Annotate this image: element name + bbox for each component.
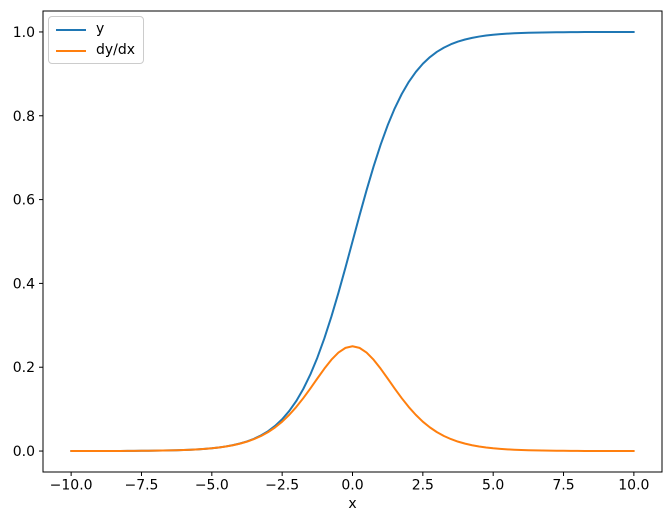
- legend-line-sample-dy-dx: [56, 49, 86, 52]
- x-tick-label: 0.0: [341, 478, 363, 494]
- y-tick-label: 0.8: [13, 109, 35, 125]
- x-tick-label: −7.5: [124, 478, 158, 494]
- legend-line-sample-y: [56, 28, 86, 31]
- x-tick-label: −5.0: [195, 478, 229, 494]
- x-tick-label: 7.5: [552, 478, 574, 494]
- legend-label-dy-dx: dy/dx: [96, 41, 136, 58]
- x-tick-label: −10.0: [50, 478, 93, 494]
- legend-label-y: y: [96, 20, 105, 37]
- x-tick-label: 10.0: [618, 478, 649, 494]
- y-tick-label: 1.0: [13, 25, 35, 41]
- x-tick-label: 5.0: [482, 478, 504, 494]
- x-tick-label: −2.5: [265, 478, 299, 494]
- legend: y dy/dx: [48, 16, 145, 64]
- series-line-dy-dx: [70, 345, 635, 453]
- legend-item-y: y: [56, 21, 135, 38]
- y-tick-label: 0.0: [13, 444, 35, 460]
- y-tick-label: 0.4: [13, 276, 35, 292]
- y-tick-label: 0.2: [13, 360, 35, 376]
- x-axis-label: x: [348, 496, 357, 512]
- y-tick-label: 0.6: [13, 193, 35, 209]
- x-tick-label: 2.5: [412, 478, 434, 494]
- legend-item-dy-dx: dy/dx: [56, 42, 135, 59]
- series-line-y: [70, 30, 635, 453]
